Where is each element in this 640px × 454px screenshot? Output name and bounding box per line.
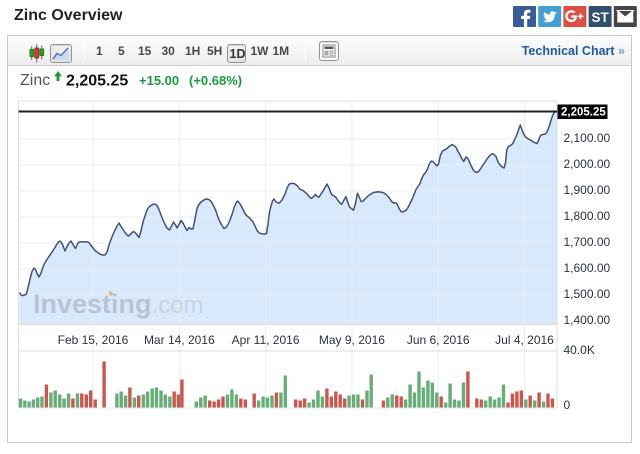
- svg-text:1,600.00: 1,600.00: [564, 261, 611, 275]
- svg-text:1,900.00: 1,900.00: [564, 183, 611, 197]
- svg-text:1,400.00: 1,400.00: [564, 313, 611, 327]
- svg-text:2,205.25: 2,205.25: [561, 107, 606, 119]
- svg-text:Jul 4, 2016: Jul 4, 2016: [495, 333, 554, 347]
- svg-text:2,100.00: 2,100.00: [564, 131, 611, 145]
- svg-text:Investing.com: Investing.com: [33, 289, 204, 319]
- svg-text:+15.00: +15.00: [139, 73, 179, 88]
- svg-text:ST: ST: [591, 10, 609, 25]
- svg-text:(+0.68%): (+0.68%): [189, 73, 242, 88]
- svg-text:0: 0: [564, 398, 571, 412]
- svg-text:Zinc: Zinc: [20, 72, 50, 89]
- svg-text:1,700.00: 1,700.00: [564, 235, 611, 249]
- svg-text:Jun 6, 2016: Jun 6, 2016: [407, 333, 470, 347]
- svg-text:1,800.00: 1,800.00: [564, 209, 611, 223]
- svg-text:40.0K: 40.0K: [564, 343, 595, 357]
- svg-text:2,205.25: 2,205.25: [66, 73, 128, 90]
- svg-text:2,000.00: 2,000.00: [564, 157, 611, 171]
- svg-text:May 9, 2016: May 9, 2016: [319, 333, 385, 347]
- svg-text:Apr 11, 2016: Apr 11, 2016: [232, 333, 300, 347]
- svg-text:Feb 15, 2016: Feb 15, 2016: [58, 333, 129, 347]
- svg-text:1,500.00: 1,500.00: [564, 287, 611, 301]
- svg-text:Mar 14, 2016: Mar 14, 2016: [144, 333, 215, 347]
